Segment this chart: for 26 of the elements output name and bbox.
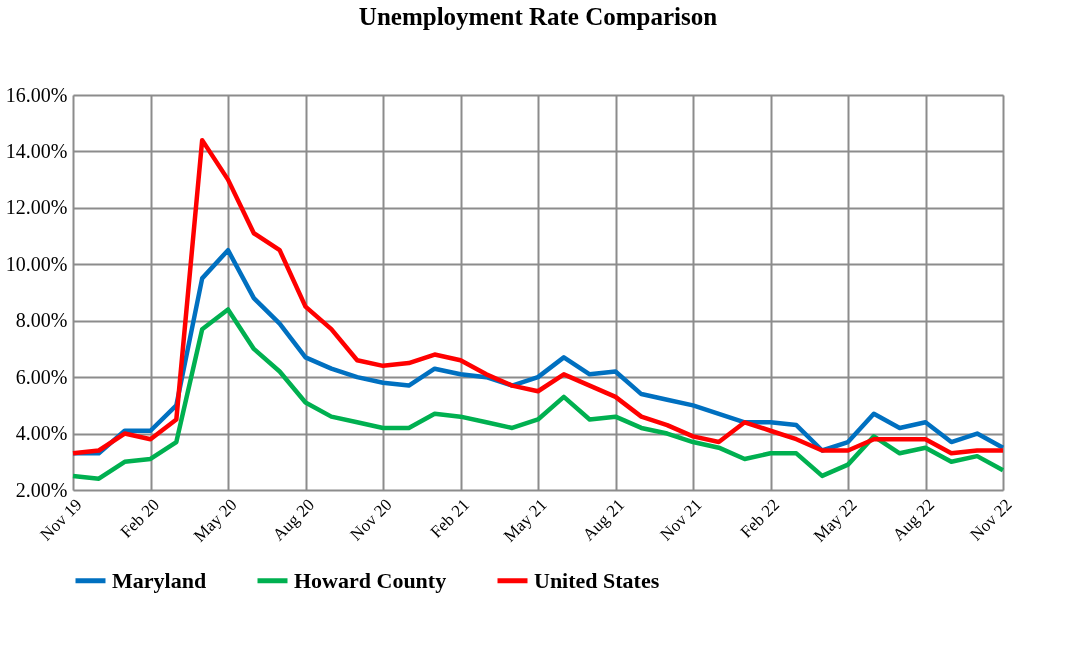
y-tick-label: 14.00% — [5, 139, 68, 162]
x-tick-label: Feb 22 — [736, 495, 784, 542]
chart-title: Unemployment Rate Comparison — [358, 3, 718, 30]
legend-label: United States — [534, 567, 660, 593]
y-tick-label: 6.00% — [15, 365, 68, 388]
x-tick-label: Nov 22 — [966, 495, 1016, 545]
y-tick-label: 2.00% — [15, 478, 68, 501]
x-tick-label: Aug 22 — [888, 495, 939, 545]
line-series — [70, 137, 1006, 456]
legend-label: Howard County — [294, 567, 447, 593]
x-tick-label: Nov 20 — [346, 495, 396, 545]
x-tick-label: Feb 21 — [426, 495, 474, 542]
x-tick-label: Nov 21 — [656, 495, 706, 545]
x-tick-label: May 21 — [500, 495, 551, 546]
legend-label: Maryland — [112, 567, 207, 593]
y-tick-label: 8.00% — [15, 309, 68, 332]
x-tick-label: May 20 — [190, 495, 241, 546]
x-tick-label: May 22 — [810, 495, 861, 546]
line-series — [70, 307, 1006, 481]
y-tick-label: 16.00% — [5, 83, 68, 106]
y-tick-label: 12.00% — [5, 196, 68, 219]
x-tick-label: Aug 21 — [578, 495, 629, 545]
x-tick-label: Feb 20 — [116, 495, 164, 542]
x-tick-label: Aug 20 — [268, 495, 319, 545]
y-tick-label: 4.00% — [15, 422, 68, 445]
y-tick-label: 10.00% — [5, 252, 68, 275]
